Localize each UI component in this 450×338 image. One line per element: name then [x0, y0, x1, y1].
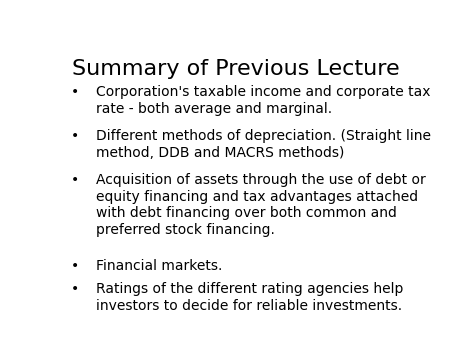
Text: •: •	[71, 129, 80, 143]
Text: Financial markets.: Financial markets.	[96, 260, 223, 273]
Text: Summary of Previous Lecture: Summary of Previous Lecture	[72, 59, 400, 79]
Text: •: •	[71, 85, 80, 99]
Text: Ratings of the different rating agencies help
investors to decide for reliable i: Ratings of the different rating agencies…	[96, 282, 404, 313]
Text: •: •	[71, 260, 80, 273]
Text: •: •	[71, 282, 80, 296]
Text: Different methods of depreciation. (Straight line
method, DDB and MACRS methods): Different methods of depreciation. (Stra…	[96, 129, 432, 160]
Text: Corporation's taxable income and corporate tax
rate - both average and marginal.: Corporation's taxable income and corpora…	[96, 85, 431, 116]
Text: Acquisition of assets through the use of debt or
equity financing and tax advant: Acquisition of assets through the use of…	[96, 173, 426, 237]
Text: •: •	[71, 173, 80, 187]
